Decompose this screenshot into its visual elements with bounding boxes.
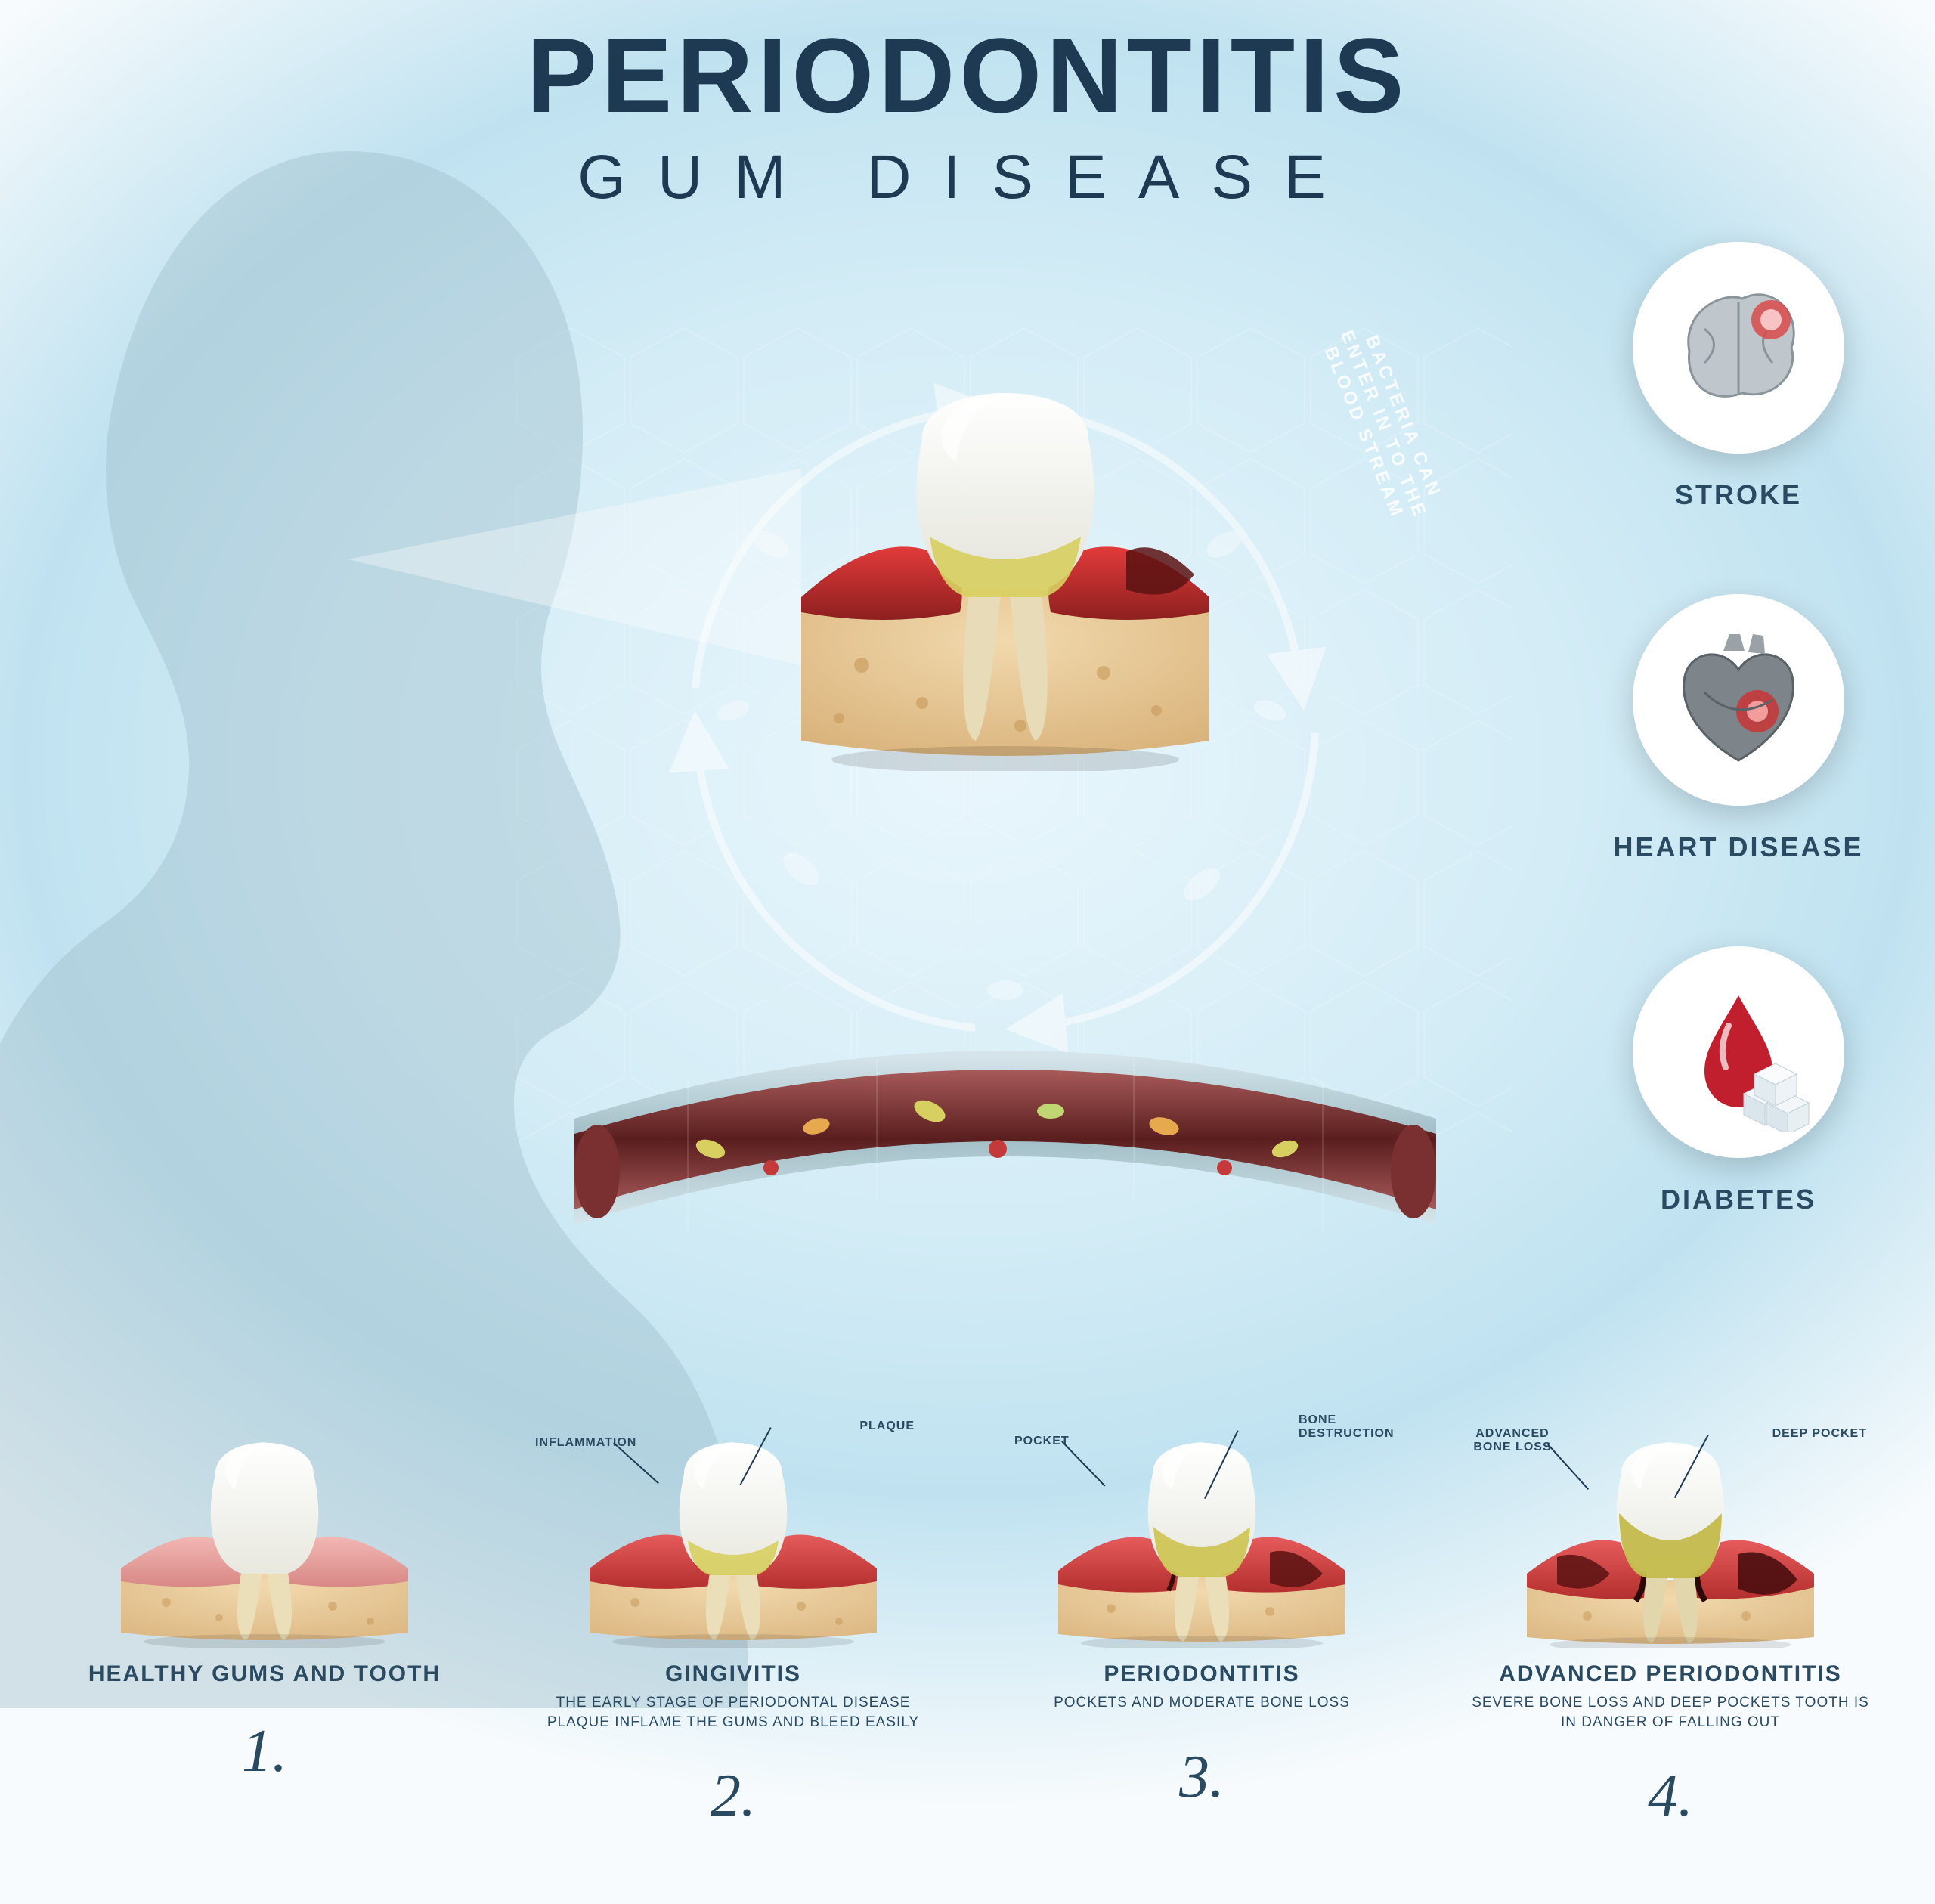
stage-3: POCKET BONE DESTRUCTION PERIODONTITIS: [990, 1413, 1413, 1831]
stage-number: 2.: [522, 1762, 945, 1831]
condition-heart: HEART DISEASE: [1602, 594, 1875, 863]
stage-desc: POCKETS AND MODERATE BONE LOSS: [990, 1693, 1413, 1713]
center-tooth: [771, 348, 1240, 771]
stage-3-illustration: [1043, 1413, 1361, 1648]
stage-4: ADVANCED BONE LOSS DEEP POCKET ADV: [1459, 1413, 1882, 1831]
condition-label: DIABETES: [1602, 1184, 1875, 1215]
stage-number: 3.: [990, 1743, 1413, 1812]
blood-vessel: [574, 1028, 1436, 1270]
stage-title: ADVANCED PERIODONTITIS: [1459, 1661, 1882, 1687]
stage-1-illustration: [106, 1413, 423, 1648]
infographic-root: PERIODONTITIS GUM DISEASE BACTERIA CAN E…: [0, 0, 1935, 1904]
stage-desc: SEVERE BONE LOSS AND DEEP POCKETS TOOTH …: [1459, 1693, 1882, 1732]
stage-1: HEALTHY GUMS AND TOOTH 1.: [53, 1413, 476, 1831]
stage-title: HEALTHY GUMS AND TOOTH: [53, 1661, 476, 1687]
stage-desc: THE EARLY STAGE OF PERIODONTAL DISEASE P…: [522, 1693, 945, 1732]
stage-number: 4.: [1459, 1762, 1882, 1831]
callout-deep-pocket: DEEP POCKET: [1772, 1427, 1867, 1441]
diabetes-icon: [1633, 946, 1844, 1158]
condition-label: HEART DISEASE: [1602, 831, 1875, 863]
condition-diabetes: DIABETES: [1602, 946, 1875, 1215]
stage-title: GINGIVITIS: [522, 1661, 945, 1687]
heart-icon: [1633, 594, 1844, 806]
stages-row: HEALTHY GUMS AND TOOTH 1. INFLAMMATION P…: [53, 1413, 1882, 1831]
stage-2: INFLAMMATION PLAQUE: [522, 1413, 945, 1831]
brain-icon: [1633, 242, 1844, 454]
condition-stroke: STROKE: [1602, 242, 1875, 511]
stage-title: PERIODONTITIS: [990, 1661, 1413, 1687]
title-sub: GUM DISEASE: [0, 142, 1935, 213]
callout-inflammation: INFLAMMATION: [535, 1436, 636, 1450]
callout-plaque: PLAQUE: [859, 1419, 915, 1433]
conditions-column: STROKE HEART DISEASE: [1602, 242, 1875, 1299]
stage-number: 1.: [53, 1717, 476, 1786]
title-main: PERIODONTITIS: [0, 23, 1935, 128]
title-block: PERIODONTITIS GUM DISEASE: [0, 23, 1935, 213]
callout-bone-destruction: BONE DESTRUCTION: [1299, 1413, 1404, 1441]
condition-label: STROKE: [1602, 479, 1875, 511]
